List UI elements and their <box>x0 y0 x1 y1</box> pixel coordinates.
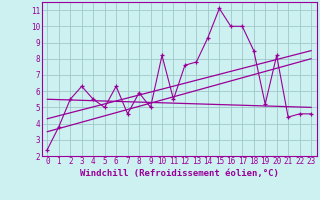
X-axis label: Windchill (Refroidissement éolien,°C): Windchill (Refroidissement éolien,°C) <box>80 169 279 178</box>
